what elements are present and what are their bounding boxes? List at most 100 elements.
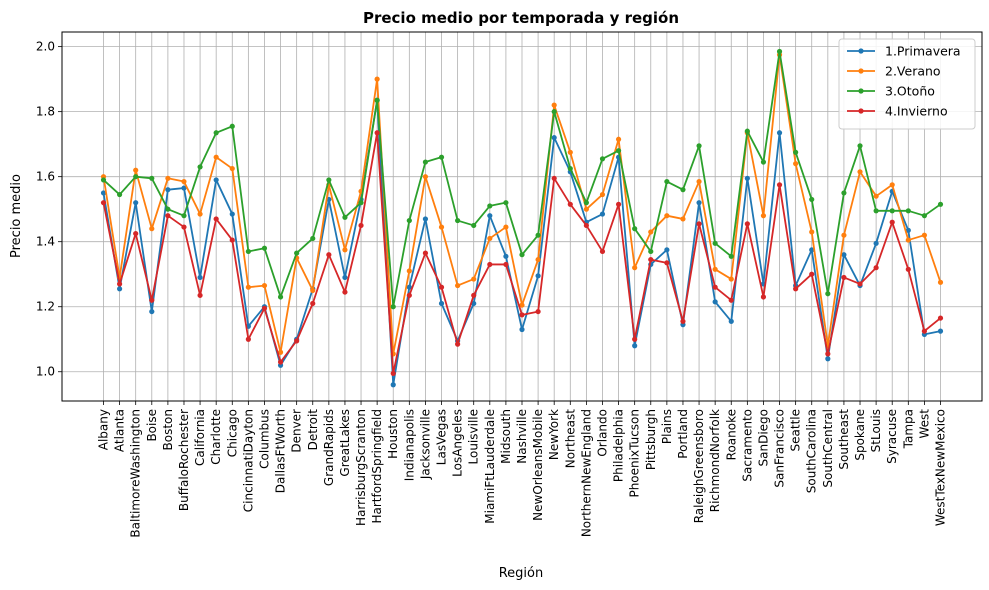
data-point — [406, 217, 412, 224]
data-point — [213, 177, 219, 183]
data-point — [197, 274, 203, 281]
x-tick-label: SanDiego — [756, 409, 770, 467]
data-point — [648, 229, 654, 235]
x-tick-label: Houston — [386, 409, 400, 459]
data-point — [599, 248, 606, 255]
data-point — [873, 208, 879, 214]
data-point — [342, 214, 348, 220]
data-point — [567, 149, 573, 155]
data-point — [599, 211, 606, 217]
data-point — [390, 304, 396, 310]
data-point — [374, 130, 380, 136]
data-point — [567, 201, 573, 207]
data-point — [809, 229, 815, 235]
x-tick-label: Denver — [290, 409, 304, 453]
legend-swatch-marker — [858, 68, 864, 74]
data-point — [873, 240, 879, 246]
data-point — [374, 97, 380, 103]
data-point — [535, 308, 541, 315]
data-point — [181, 178, 187, 185]
data-point — [519, 312, 525, 318]
data-point — [229, 165, 235, 172]
data-point — [245, 336, 251, 342]
data-point — [487, 213, 493, 219]
data-point — [696, 200, 702, 206]
data-point — [455, 217, 461, 224]
data-point — [744, 221, 750, 227]
data-point — [809, 247, 815, 253]
x-tick-label: NewOrleansMobile — [531, 409, 545, 521]
data-point — [664, 260, 670, 266]
x-tick-label: Pittsburgh — [644, 409, 658, 470]
x-tick-label: Syracuse — [885, 409, 899, 464]
data-point — [197, 211, 203, 217]
data-point — [728, 318, 734, 324]
data-point — [310, 300, 316, 307]
data-point — [100, 200, 107, 206]
data-point — [406, 292, 412, 298]
data-point — [905, 266, 911, 272]
x-tick-label: DallasFtWorth — [274, 409, 288, 493]
data-point — [310, 287, 316, 294]
data-point — [133, 230, 139, 237]
x-tick-label: NewYork — [547, 409, 561, 460]
x-tick-label: Atlanta — [113, 409, 127, 452]
x-tick-label: RichmondNorfolk — [708, 409, 722, 512]
series-layer — [100, 48, 944, 388]
x-tick-label: Midsouth — [499, 409, 513, 464]
chart-title: Precio medio por temporada y región — [363, 9, 679, 27]
data-point — [438, 284, 445, 290]
data-point — [583, 200, 589, 206]
data-point — [632, 343, 638, 349]
x-tick-label: Sacramento — [740, 409, 754, 482]
data-point — [165, 213, 171, 219]
legend-swatch-marker — [858, 108, 864, 114]
legend-label: 4.Invierno — [885, 104, 948, 119]
data-point — [455, 282, 461, 289]
data-point — [615, 136, 622, 142]
data-point — [728, 253, 734, 259]
data-point — [583, 222, 589, 229]
data-point — [197, 292, 203, 298]
data-point — [261, 245, 268, 251]
x-tick-label: West — [917, 409, 931, 439]
x-axis: Albany Atlanta BaltimoreWashington Boise Bos… — [97, 401, 948, 538]
data-point — [793, 286, 799, 292]
data-point — [165, 187, 171, 193]
data-point — [116, 191, 123, 198]
data-point — [487, 261, 493, 268]
x-tick-label: SouthCentral — [821, 409, 835, 488]
data-point — [632, 226, 638, 232]
data-point — [551, 175, 557, 181]
data-point — [648, 256, 654, 263]
data-point — [905, 237, 911, 243]
data-point — [632, 336, 638, 342]
data-point — [197, 164, 203, 170]
data-point — [438, 154, 445, 160]
data-point — [535, 232, 541, 238]
data-point — [165, 206, 171, 212]
legend: 1.Primavera 2.Verano 3.Otoño 4.Invierno — [838, 38, 976, 130]
data-point — [535, 256, 541, 263]
data-point — [583, 206, 589, 212]
data-point — [696, 221, 702, 227]
x-tick-label: GreatLakes — [338, 409, 352, 477]
data-point — [680, 318, 686, 324]
data-point — [696, 178, 702, 185]
series-4 — [100, 130, 944, 376]
data-point — [905, 208, 911, 214]
data-point — [438, 300, 445, 307]
y-tick-label: 1.6 — [36, 170, 55, 184]
data-point — [648, 248, 654, 255]
data-point — [277, 294, 284, 300]
data-point — [841, 252, 847, 258]
data-point — [744, 175, 750, 181]
legend-label: 2.Verano — [885, 64, 941, 79]
x-tick-label: Charlotte — [209, 409, 223, 465]
data-point — [519, 252, 525, 258]
x-tick-label: Plains — [660, 409, 674, 444]
data-point — [406, 284, 412, 290]
data-point — [664, 247, 670, 253]
x-tick-label: WestTexNewMexico — [934, 409, 948, 526]
